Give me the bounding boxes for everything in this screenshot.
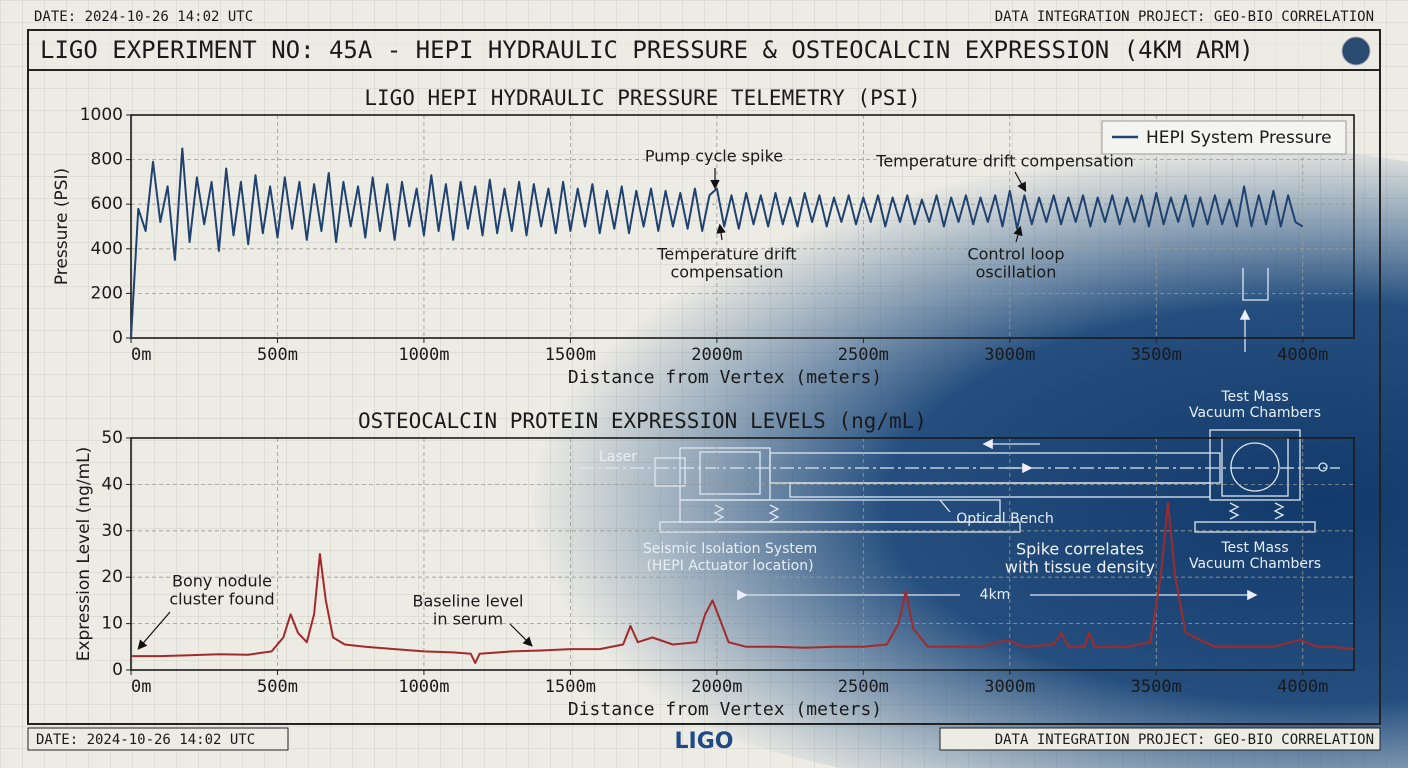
x-tick-label: 2000m [691, 677, 742, 697]
y-tick-label: 200 [91, 283, 123, 303]
annotation: Baseline level [413, 592, 524, 611]
x-tick-label: 2500m [838, 345, 889, 365]
plot-frame [130, 437, 1355, 671]
diagram-label: Vacuum Chambers [1189, 405, 1321, 421]
x-tick-label: 1000m [398, 345, 449, 365]
y-tick-label: 30 [101, 521, 123, 541]
diagram-label: Optical Bench [956, 511, 1054, 527]
annotation: with tissue density [1005, 558, 1155, 577]
footer-date-box [27, 727, 289, 751]
x-tick-label: 2500m [838, 677, 889, 697]
annotation: Control loop [967, 245, 1064, 264]
annotation: Temperature drift [656, 245, 796, 264]
y-tick-label: 600 [91, 194, 123, 214]
title-bar [27, 29, 1381, 71]
diagram-label: Test Mass [1220, 389, 1288, 405]
y-tick-label: 50 [101, 428, 123, 448]
diagram-label: Vacuum Chambers [1189, 556, 1321, 572]
annotation: Temperature drift compensation [875, 152, 1133, 171]
x-tick-label: 4000m [1277, 345, 1328, 365]
x-tick-label: 3000m [984, 677, 1035, 697]
annotation-arrow [1014, 171, 1027, 193]
diagram-label: Seismic Isolation System [643, 541, 817, 557]
header-project: DATA INTEGRATION PROJECT: GEO-BIO CORREL… [995, 9, 1374, 25]
x-axis-label: Distance from Vertex (meters) [568, 699, 882, 720]
legend-label: HEPI System Pressure [1146, 128, 1332, 148]
diagram-label: 4km [980, 587, 1011, 603]
blueprint-diagram: Laser Optical Bench Seismic Isolation Sy… [580, 268, 1340, 603]
chart-title: LIGO HEPI HYDRAULIC PRESSURE TELEMETRY (… [364, 86, 920, 110]
annotation: Spike correlates [1016, 540, 1144, 559]
header-date: DATE: 2024-10-26 14:02 UTC [34, 9, 253, 25]
annotation: compensation [670, 263, 783, 282]
x-axis-label: Distance from Vertex (meters) [568, 367, 882, 388]
x-tick-label: 4000m [1277, 677, 1328, 697]
annotation-arrow [1013, 225, 1023, 243]
annotation-arrow [137, 611, 171, 650]
y-tick-label: 40 [101, 474, 123, 494]
footer-date: DATE: 2024-10-26 14:02 UTC [36, 732, 255, 748]
logo-seal [1341, 36, 1371, 66]
footer-project-box [939, 727, 1381, 751]
y-tick-label: 800 [91, 150, 123, 170]
blueprint-glow [430, 140, 1408, 768]
y-tick-label: 0 [112, 660, 123, 680]
x-tick-label: 500m [257, 345, 298, 365]
annotation: Pump cycle spike [645, 147, 783, 166]
x-tick-label: 0m [131, 677, 151, 697]
page-title: LIGO EXPERIMENT NO: 45A - HEPI HYDRAULIC… [40, 36, 1254, 64]
y-tick-label: 1000 [80, 105, 123, 125]
y-tick-label: 20 [101, 567, 123, 587]
y-tick-label: 0 [112, 328, 123, 348]
data-line [131, 502, 1355, 664]
annotation: cluster found [169, 590, 274, 609]
y-tick-label: 10 [101, 614, 123, 634]
plot-frame [130, 114, 1355, 339]
y-tick-label: 400 [91, 239, 123, 259]
x-tick-label: 3000m [984, 345, 1035, 365]
x-tick-label: 3500m [1131, 677, 1182, 697]
footer-logo: LIGO [675, 729, 734, 754]
y-axis-label: Expression Level (ng/mL) [74, 447, 94, 662]
chart-title: OSTEOCALCIN PROTEIN EXPRESSION LEVELS (n… [358, 409, 927, 433]
legend-box [1101, 120, 1347, 155]
x-tick-label: 500m [257, 677, 298, 697]
diagram-label: Laser [599, 449, 637, 465]
x-tick-label: 2000m [691, 345, 742, 365]
annotation-arrow [716, 223, 726, 241]
annotation: oscillation [976, 263, 1057, 282]
y-axis-label: Pressure (PSI) [52, 168, 72, 285]
annotation: Bony nodule [172, 572, 272, 591]
x-tick-label: 1000m [398, 677, 449, 697]
x-tick-label: 0m [131, 345, 151, 365]
x-tick-label: 1500m [545, 677, 596, 697]
x-tick-label: 1500m [545, 345, 596, 365]
diagram-label: Test Mass [1220, 540, 1288, 556]
x-tick-label: 3500m [1131, 345, 1182, 365]
footer-project: DATA INTEGRATION PROJECT: GEO-BIO CORREL… [995, 732, 1374, 748]
annotation: in serum [433, 610, 503, 629]
diagram-label: (HEPI Actuator location) [646, 558, 813, 574]
annotation-arrow [509, 623, 533, 647]
